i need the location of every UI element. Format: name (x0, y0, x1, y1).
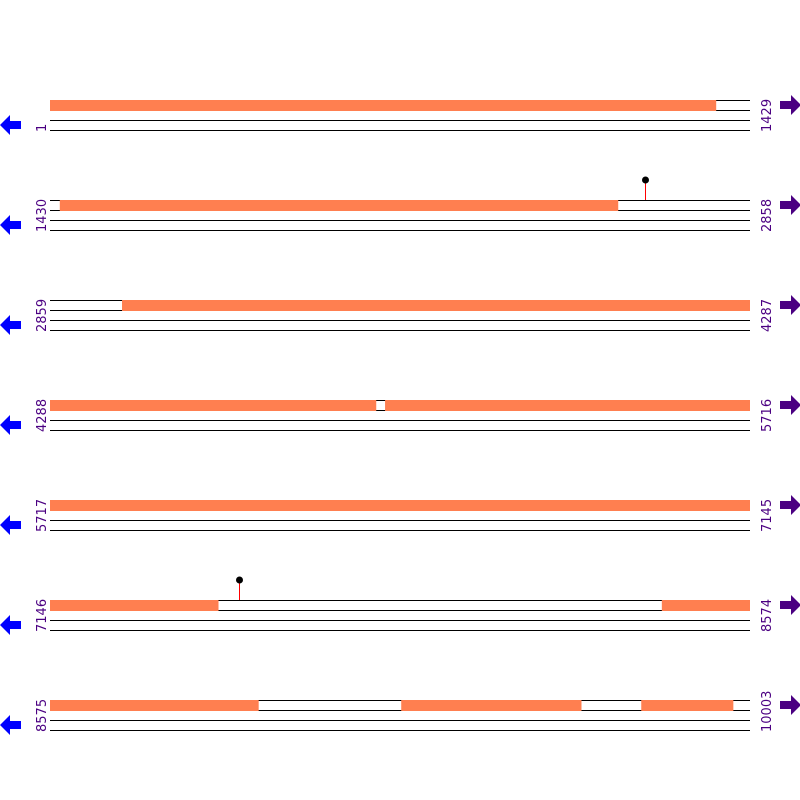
sequence-row: 4288 5716 (0, 395, 800, 435)
feature-bar (50, 600, 219, 611)
site-marker (642, 176, 649, 184)
feature-bar (401, 700, 582, 711)
start-position-label: 8575 (35, 699, 50, 732)
sequence-row: 5717 7145 (0, 495, 800, 535)
sequence-row: 1430 2858 (0, 176, 800, 235)
arrow-right-icon (780, 495, 800, 515)
feature-bar (59, 200, 619, 211)
arrow-left-icon (0, 515, 21, 535)
feature-bar (641, 700, 734, 711)
start-position-label: 1 (35, 124, 50, 132)
arrow-left-icon (0, 315, 21, 335)
start-position-label: 5717 (35, 499, 50, 532)
start-position-label: 1430 (35, 199, 50, 232)
arrow-left-icon (0, 115, 21, 135)
sequence-row: 2859 4287 (0, 295, 800, 335)
sequence-row: 7146 8574 (0, 576, 800, 635)
site-marker (236, 576, 243, 584)
arrow-left-icon (0, 615, 21, 635)
arrow-right-icon (780, 695, 800, 715)
arrow-right-icon (780, 195, 800, 215)
sequence-row: 1 1429 (0, 95, 800, 135)
arrow-right-icon (780, 595, 800, 615)
feature-bar (50, 100, 717, 111)
arrow-left-icon (0, 715, 21, 735)
start-position-label: 4288 (35, 399, 50, 432)
arrow-right-icon (780, 295, 800, 315)
end-position-label: 7145 (760, 499, 775, 532)
feature-bar (50, 700, 259, 711)
sequence-row: 8575 10003 (0, 691, 800, 735)
feature-bar (385, 400, 750, 411)
arrow-right-icon (780, 395, 800, 415)
end-position-label: 1429 (760, 99, 775, 132)
arrow-right-icon (780, 95, 800, 115)
end-position-label: 10003 (760, 691, 775, 732)
arrow-left-icon (0, 215, 21, 235)
arrow-left-icon (0, 415, 21, 435)
end-position-label: 5716 (760, 399, 775, 432)
end-position-label: 2858 (760, 199, 775, 232)
feature-bar (661, 600, 750, 611)
end-position-label: 8574 (760, 599, 775, 632)
end-position-label: 4287 (760, 299, 775, 332)
start-position-label: 7146 (35, 599, 50, 632)
feature-bar (50, 500, 750, 511)
feature-bar (50, 400, 377, 411)
start-position-label: 2859 (35, 299, 50, 332)
feature-bar (122, 300, 750, 311)
